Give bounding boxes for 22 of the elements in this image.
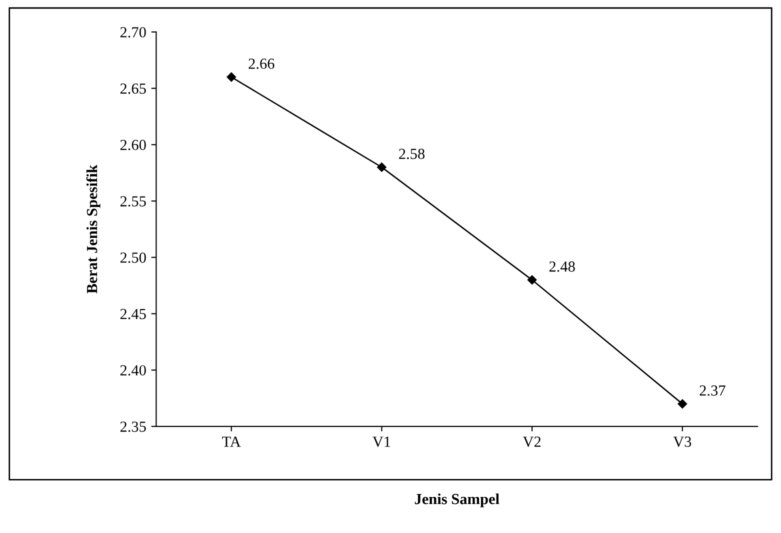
x-tick-label: V2 xyxy=(522,436,541,447)
y-tick-label: 2.50 xyxy=(120,252,146,263)
y-tick-label: 2.55 xyxy=(120,196,146,207)
data-label: 2.37 xyxy=(700,385,726,396)
data-label: 2.48 xyxy=(549,261,575,272)
x-tick-label: V3 xyxy=(673,436,692,447)
y-tick-label: 2.60 xyxy=(120,140,146,150)
y-tick-label: 2.45 xyxy=(120,308,146,320)
data-label: 2.58 xyxy=(399,148,425,160)
data-label: 2.66 xyxy=(248,58,274,69)
y-tick-label: 2.40 xyxy=(120,365,146,376)
y-tick-label: 2.35 xyxy=(120,422,146,432)
point xyxy=(377,162,386,172)
x-tick-label: TA xyxy=(222,436,241,447)
y-tick-label: 2.70 xyxy=(120,27,146,38)
x-axis-title: Jenis Sampel xyxy=(414,493,500,508)
point xyxy=(527,275,537,285)
point xyxy=(226,72,236,82)
y-tick-label: 2.65 xyxy=(120,84,146,94)
point xyxy=(678,399,688,408)
y-axis-title: Berat Jenis Spesifik xyxy=(86,164,100,294)
x-tick-label: V1 xyxy=(372,436,390,447)
